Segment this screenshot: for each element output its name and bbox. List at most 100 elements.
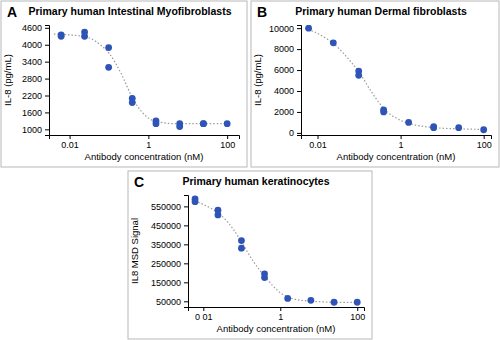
data-point <box>238 245 245 252</box>
data-point <box>105 44 112 51</box>
y-tick-mark <box>184 244 188 245</box>
data-point <box>455 124 462 131</box>
y-tick: 8000 <box>274 44 301 54</box>
x-tick-label: 0 01 <box>195 312 213 322</box>
y-tick-label: 350000 <box>151 240 181 250</box>
data-point <box>58 33 65 40</box>
y-axis-title: IL-8 (pg/mL) <box>252 54 263 106</box>
x-tick: 1 <box>399 135 404 150</box>
data-point <box>129 99 136 106</box>
data-point <box>200 120 207 127</box>
x-tick-label: 1 <box>399 140 404 150</box>
y-tick-label: 1600 <box>22 108 42 118</box>
y-axis-line <box>184 196 189 308</box>
x-tick-mark <box>280 307 281 311</box>
x-axis: 0.01 1 100 <box>50 135 240 150</box>
data-point <box>81 33 88 40</box>
y-tick-mark <box>297 91 301 92</box>
x-tick-mark <box>357 307 358 311</box>
y-tick-label: 550000 <box>151 202 181 212</box>
x-axis: 0.01 1 100 <box>302 135 492 150</box>
y-tick-label: 3400 <box>22 57 42 67</box>
y-tick-mark <box>297 133 301 134</box>
data-point <box>284 295 291 302</box>
x-tick: 0.01 <box>309 135 327 150</box>
y-tick: 450000 <box>151 221 188 231</box>
y-axis: 0200040006000800010000 <box>269 24 302 139</box>
y-axis: 50000 150000 250000 350000 450000 550000 <box>151 196 189 308</box>
panel: BPrimary human Dermal fibroblasts0.01110… <box>251 1 499 167</box>
y-tick: 1000 <box>22 125 49 135</box>
x-tick-mark <box>203 307 204 311</box>
y-axis-title: IL8 MSD Signal <box>129 218 140 284</box>
data-point <box>105 64 112 71</box>
panel-frame <box>1 1 247 167</box>
y-tick: 150000 <box>151 278 188 288</box>
y-tick: 50000 <box>156 297 188 307</box>
y-tick-mark <box>45 79 49 80</box>
data-point <box>330 39 337 46</box>
y-tick-label: 1000 <box>22 125 42 135</box>
y-axis-title: IL-8 (pg/mL) <box>2 54 13 106</box>
x-tick-label: 0.01 <box>61 140 79 150</box>
data-point <box>176 123 183 130</box>
y-tick-label: 8000 <box>274 44 294 54</box>
y-tick: 2800 <box>22 74 49 84</box>
y-tick-mark <box>45 112 49 113</box>
x-tick: 0 01 <box>195 307 213 322</box>
x-tick: 100 <box>350 307 365 322</box>
y-tick-mark <box>297 49 301 50</box>
plot-area <box>305 25 487 133</box>
y-tick-label: 450000 <box>151 221 181 231</box>
x-tick-mark <box>484 135 485 139</box>
chart-title: Primary human Intestinal Myofibroblasts <box>28 5 231 17</box>
figure: A Primary human Intestinal Myofibroblasts… <box>0 0 500 340</box>
x-tick: 1 <box>146 135 151 150</box>
y-tick-mark <box>297 70 301 71</box>
x-tick-label: 100 <box>220 140 235 150</box>
x-axis-line <box>189 308 365 312</box>
panel-frame <box>128 171 372 339</box>
data-point <box>153 120 160 127</box>
x-tick: 0.01 <box>61 135 79 150</box>
y-tick-label: 250000 <box>151 259 181 269</box>
y-tick-mark <box>184 225 188 226</box>
y-tick-label: 50000 <box>156 297 181 307</box>
y-tick: 1600 <box>22 108 49 118</box>
y-tick-label: 150000 <box>151 278 181 288</box>
y-axis: 1000 1600 2200 2800 3400 4000 4600 <box>22 23 50 135</box>
data-point <box>430 123 437 130</box>
panel-letter: A <box>7 4 17 20</box>
y-tick-label: 2200 <box>22 91 42 101</box>
fit-line <box>192 200 357 303</box>
plot-area <box>54 29 231 130</box>
panel-frame <box>251 1 499 167</box>
x-axis-title: Antibody concentration (nM) <box>337 151 456 162</box>
data-point <box>331 299 338 306</box>
y-axis-line <box>297 26 302 136</box>
y-tick: 4600 <box>22 23 49 33</box>
y-tick-label: 4000 <box>274 86 294 96</box>
data-point <box>305 25 312 32</box>
x-tick-mark <box>227 135 228 139</box>
y-tick-mark <box>45 45 49 46</box>
x-tick-label: 100 <box>477 140 492 150</box>
data-point <box>224 120 231 127</box>
y-tick: 2200 <box>22 91 49 101</box>
panel-letter: C <box>134 174 144 190</box>
y-tick-mark <box>45 96 49 97</box>
y-tick-label: 0 <box>289 128 294 138</box>
y-tick-label: 2800 <box>22 74 42 84</box>
data-point <box>200 120 207 127</box>
y-axis-line <box>45 26 50 136</box>
y-tick: 4000 <box>22 40 49 50</box>
y-tick: 0 <box>289 128 301 138</box>
y-tick-mark <box>297 112 301 113</box>
x-tick-label: 0.01 <box>309 140 327 150</box>
data-point <box>307 297 314 304</box>
panel: A Primary human Intestinal Myofibroblasts… <box>1 1 247 167</box>
y-tick-mark <box>45 28 49 29</box>
y-tick-mark <box>297 28 301 29</box>
data-point <box>480 126 487 133</box>
x-tick: 1 <box>278 307 283 322</box>
